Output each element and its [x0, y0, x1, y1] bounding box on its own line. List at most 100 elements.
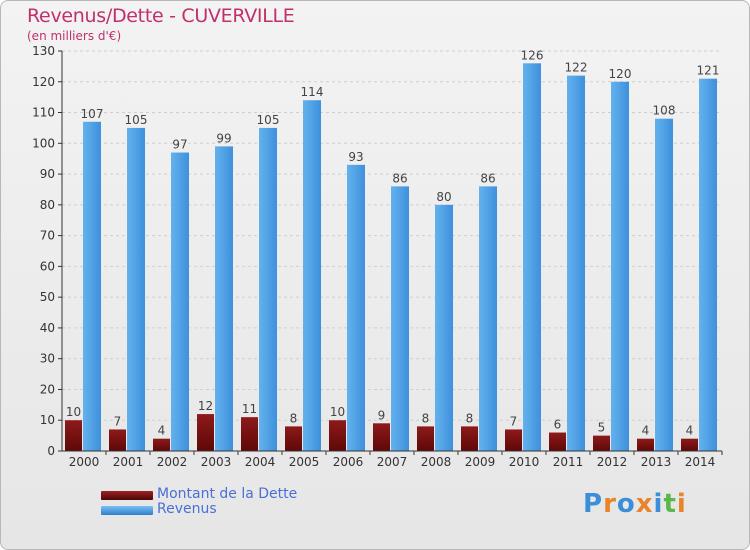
x-tick-label: 2001 [113, 455, 144, 469]
data-label-revenue: 97 [172, 138, 187, 152]
x-tick-label: 2013 [641, 455, 672, 469]
bar-debt [153, 438, 170, 451]
legend-swatch-revenue [101, 506, 153, 515]
data-label-revenue: 107 [81, 107, 104, 121]
x-tick-label: 2002 [157, 455, 188, 469]
bar-revenue [171, 152, 189, 452]
y-tick-label: 90 [40, 167, 55, 181]
bar-revenue [523, 63, 541, 452]
bar-debt [373, 423, 390, 451]
legend-label-revenue: Revenus [157, 501, 217, 517]
data-label-revenue: 114 [301, 85, 324, 99]
y-tick-label: 70 [40, 229, 55, 243]
bar-debt [505, 429, 522, 451]
logo-letter: P [583, 489, 604, 519]
data-label-revenue: 86 [392, 171, 407, 185]
data-label-revenue: 121 [697, 64, 720, 78]
data-label-revenue: 126 [521, 48, 544, 62]
legend-swatch-debt [101, 491, 153, 500]
bar-revenue [215, 146, 233, 451]
data-label-debt: 12 [198, 399, 213, 413]
y-tick-label: 30 [40, 352, 55, 366]
data-label-revenue: 86 [480, 171, 495, 185]
bar-revenue [83, 121, 101, 452]
data-label-revenue: 105 [257, 113, 280, 127]
x-tick-label: 2009 [465, 455, 496, 469]
bar-debt [681, 438, 698, 451]
logo-letter: o [616, 489, 636, 519]
bar-debt [417, 426, 434, 451]
data-label-debt: 4 [158, 424, 166, 438]
x-tick-label: 2006 [333, 455, 364, 469]
bar-debt [197, 414, 214, 451]
bars [65, 63, 717, 452]
proxiti-logo: Proxiti [583, 489, 687, 519]
logo-letter: t [663, 489, 677, 519]
bar-revenue [655, 118, 673, 451]
data-label-debt: 4 [686, 424, 694, 438]
data-label-debt: 10 [330, 405, 345, 419]
data-label-revenue: 120 [609, 67, 632, 81]
bar-revenue [303, 100, 321, 451]
data-label-debt: 11 [242, 402, 257, 416]
bar-debt [241, 417, 258, 451]
bar-debt [549, 432, 566, 451]
y-tick-label: 100 [32, 136, 55, 150]
data-label-debt: 10 [66, 405, 81, 419]
data-label-revenue: 99 [216, 131, 231, 145]
bar-debt [65, 420, 82, 451]
x-tick-label: 2011 [553, 455, 584, 469]
data-label-debt: 8 [422, 411, 430, 425]
logo-letter: r [603, 489, 617, 519]
bar-revenue [567, 75, 585, 451]
x-tick-label: 2010 [509, 455, 540, 469]
bar-debt [593, 435, 610, 451]
bar-debt [109, 429, 126, 451]
bar-revenue [479, 186, 497, 451]
bar-debt [637, 438, 654, 451]
data-label-debt: 8 [466, 411, 474, 425]
x-tick-label: 2012 [597, 455, 628, 469]
bar-revenue [347, 164, 365, 451]
chart-subtitle: (en milliers d'€) [27, 29, 122, 43]
data-label-revenue: 93 [348, 150, 363, 164]
y-tick-label: 0 [47, 444, 55, 458]
x-tick-label: 2003 [201, 455, 232, 469]
bar-debt [329, 420, 346, 451]
y-tick-label: 110 [32, 106, 55, 120]
logo-letter: x [635, 489, 654, 519]
data-label-debt: 4 [642, 424, 650, 438]
data-label-debt: 9 [378, 408, 386, 422]
x-tick-label: 2007 [377, 455, 408, 469]
y-tick-label: 60 [40, 259, 55, 273]
data-label-debt: 5 [598, 421, 606, 435]
bar-revenue [435, 204, 453, 451]
y-tick-label: 20 [40, 382, 55, 396]
chart-title: Revenus/Dette - CUVERVILLE [27, 5, 295, 27]
bar-revenue [611, 81, 629, 452]
y-tick-label: 120 [32, 75, 55, 89]
bar-revenue [259, 127, 277, 451]
legend-label-debt: Montant de la Dette [157, 486, 298, 502]
y-tick-label: 50 [40, 290, 55, 304]
y-tick-label: 80 [40, 198, 55, 212]
bar-revenue [127, 127, 145, 451]
data-label-debt: 8 [290, 411, 298, 425]
logo-letter: i [653, 489, 664, 519]
bar-revenue [391, 186, 409, 451]
logo-letter: i [676, 489, 687, 519]
data-label-revenue: 80 [436, 190, 451, 204]
y-tick-label: 10 [40, 413, 55, 427]
data-label-debt: 7 [510, 414, 518, 428]
x-tick-label: 2000 [69, 455, 100, 469]
data-label-revenue: 105 [125, 113, 148, 127]
bar-debt [285, 426, 302, 451]
y-tick-label: 40 [40, 321, 55, 335]
data-label-debt: 6 [554, 418, 562, 432]
x-tick-label: 2004 [245, 455, 276, 469]
value-labels: 10 107 7 105 4 97 12 99 11 105 8 114 10 93 9 86 8 80 8 86 7 1… [66, 48, 720, 437]
data-label-revenue: 108 [653, 104, 676, 118]
data-label-revenue: 122 [565, 61, 588, 75]
